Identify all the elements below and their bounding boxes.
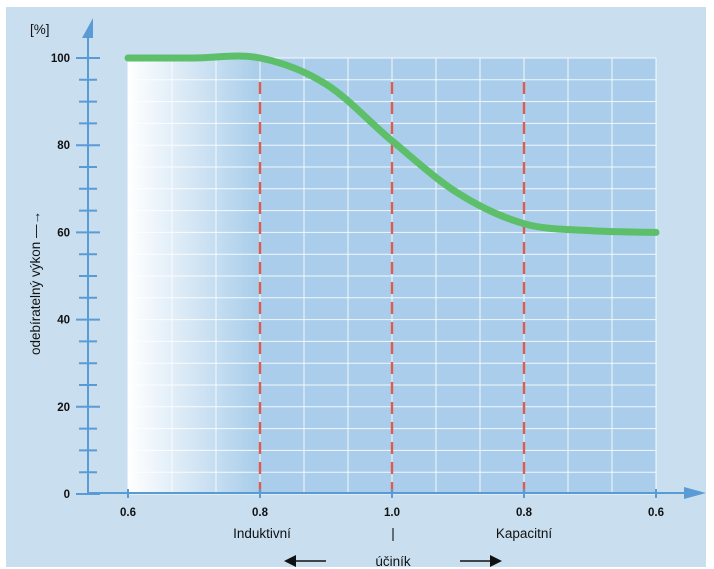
x-ticks: 0.6 0.8 1.0 0.8 0.6 <box>120 489 664 519</box>
reference-lines <box>258 78 526 494</box>
x-tick-label: 0.8 <box>516 507 533 519</box>
y-axis-arrow-icon <box>82 18 93 38</box>
y-tick-label: 0 <box>64 489 70 501</box>
curve-layer <box>124 52 660 236</box>
x-region-label-capacitive: Kapacitní <box>496 526 553 541</box>
x-tick-label: 0.6 <box>120 507 136 519</box>
x-tick-label: 0.8 <box>252 507 269 519</box>
series-line <box>124 52 660 236</box>
axes <box>82 18 706 499</box>
y-unit-label: [%] <box>30 22 50 37</box>
y-axis-title: odebíratelný výkon —→ <box>28 211 43 355</box>
x-axis-title: účiník <box>375 554 411 569</box>
left-arrow-icon <box>284 555 326 567</box>
right-arrow-icon <box>460 555 502 567</box>
gridlines <box>127 57 657 495</box>
x-tick-label: 0.6 <box>648 507 664 519</box>
y-tick-label: 60 <box>57 227 70 239</box>
x-region-label-center: | <box>391 526 395 541</box>
y-tick-label: 20 <box>57 402 70 414</box>
x-tick-label: 1.0 <box>384 507 400 519</box>
y-ticks: 0 20 40 60 80 100 <box>51 53 100 501</box>
y-tick-label: 100 <box>51 53 70 65</box>
x-region-label-inductive: Induktivní <box>233 526 291 541</box>
y-tick-label: 40 <box>57 315 70 327</box>
x-axis-arrow-icon <box>684 487 706 499</box>
y-tick-label: 80 <box>57 140 70 152</box>
